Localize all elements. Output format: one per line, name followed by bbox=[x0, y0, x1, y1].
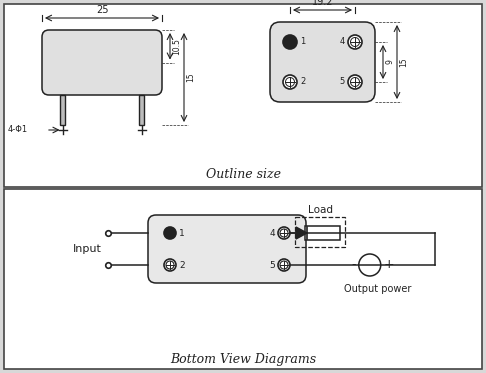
Text: 19.2: 19.2 bbox=[312, 0, 333, 7]
Circle shape bbox=[285, 78, 295, 87]
Circle shape bbox=[359, 254, 381, 276]
Circle shape bbox=[283, 75, 297, 89]
Circle shape bbox=[278, 259, 290, 271]
Text: Load: Load bbox=[308, 205, 332, 215]
Bar bbox=[4, 4, 482, 187]
Text: 1: 1 bbox=[179, 229, 185, 238]
Text: 4: 4 bbox=[269, 229, 275, 238]
Text: 2: 2 bbox=[300, 78, 305, 87]
Text: 2: 2 bbox=[179, 260, 185, 270]
Text: -: - bbox=[351, 258, 356, 272]
Circle shape bbox=[278, 227, 290, 239]
Circle shape bbox=[283, 35, 297, 49]
Text: +: + bbox=[384, 258, 394, 272]
Bar bbox=[60, 95, 65, 125]
Bar bbox=[139, 95, 144, 125]
FancyBboxPatch shape bbox=[270, 22, 375, 102]
Bar bbox=[295, 217, 345, 247]
Text: Bottom View Diagrams: Bottom View Diagrams bbox=[170, 354, 316, 367]
Circle shape bbox=[164, 259, 176, 271]
Text: 1: 1 bbox=[300, 38, 305, 47]
Bar bbox=[305, 226, 340, 240]
FancyBboxPatch shape bbox=[42, 30, 162, 95]
Polygon shape bbox=[296, 227, 307, 239]
Circle shape bbox=[350, 78, 360, 87]
Text: Output power: Output power bbox=[344, 284, 412, 294]
Text: Input: Input bbox=[73, 244, 102, 254]
Bar bbox=[4, 189, 482, 369]
Text: 10.5: 10.5 bbox=[172, 38, 181, 55]
Circle shape bbox=[348, 35, 362, 49]
Text: 25: 25 bbox=[96, 5, 108, 15]
Circle shape bbox=[164, 227, 176, 239]
Text: 5: 5 bbox=[340, 78, 345, 87]
Text: Outline size: Outline size bbox=[206, 167, 280, 181]
Text: 5: 5 bbox=[269, 260, 275, 270]
Text: 4-Φ1: 4-Φ1 bbox=[8, 125, 28, 135]
Circle shape bbox=[348, 75, 362, 89]
FancyBboxPatch shape bbox=[148, 215, 306, 283]
Text: 15: 15 bbox=[399, 57, 408, 67]
Text: 15: 15 bbox=[186, 73, 195, 82]
Text: 9: 9 bbox=[385, 60, 394, 65]
Text: 4: 4 bbox=[340, 38, 345, 47]
Circle shape bbox=[350, 38, 360, 47]
